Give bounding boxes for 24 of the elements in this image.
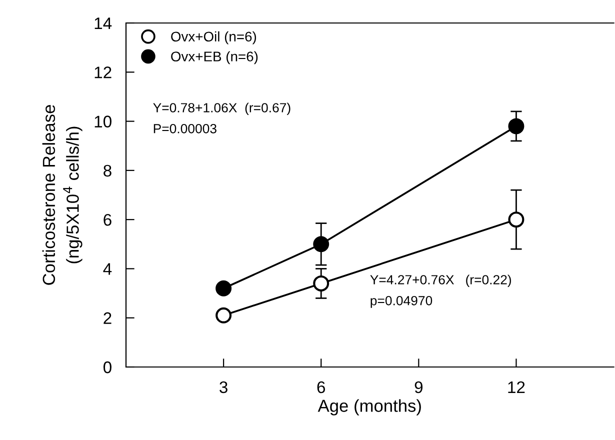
y-tick-label: 0 <box>103 361 112 374</box>
point <box>313 236 330 252</box>
x-tick-label: 3 <box>220 381 228 394</box>
point <box>216 307 232 324</box>
annotation: Y=4.27+0.76X (r=0.22) p=0.04970 <box>370 274 512 308</box>
y-tick-label: 10 <box>94 116 112 128</box>
x-tick-label: 6 <box>317 381 326 394</box>
y-tick-label: 12 <box>94 66 112 78</box>
legend-label: Ovx+Oil (n=6) <box>171 31 256 44</box>
point <box>216 280 232 296</box>
legend-label: Ovx+EB (n=6) <box>171 51 258 64</box>
x-tick-label: 9 <box>414 381 423 394</box>
point <box>508 118 524 134</box>
y-tick-label: 4 <box>103 263 112 275</box>
y-tick-label: 2 <box>104 312 112 324</box>
x-axis-title: Age (months) <box>318 399 421 416</box>
point <box>508 212 524 228</box>
point <box>313 275 330 292</box>
y-tick-label: 8 <box>104 164 112 177</box>
annotation: Y=0.78+1.06X (r=0.67) P=0.00003 <box>153 102 290 134</box>
y-axis-title: Corticosterone Release (ng/5X10$^{4}$ cells/h) <box>42 105 82 285</box>
y-tick-label: 6 <box>104 214 112 226</box>
y-tick-label: 14 <box>94 18 112 30</box>
x-tick-label: 12 <box>508 381 525 393</box>
